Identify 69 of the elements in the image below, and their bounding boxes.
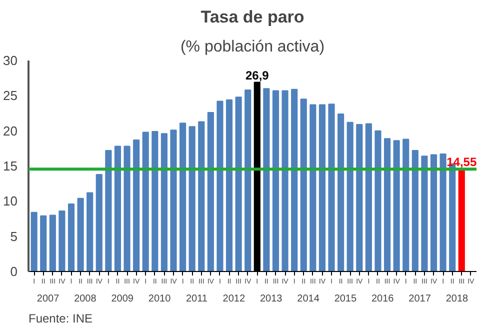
- text: 2012: [222, 294, 246, 304]
- y-tick-label: 30: [3, 53, 18, 68]
- y-tick-label: 10: [3, 194, 18, 209]
- data-label: 14,55: [446, 155, 477, 170]
- bar: [430, 154, 438, 272]
- source-note: Fuente: INE: [28, 312, 93, 326]
- bar: [114, 146, 122, 272]
- bar: [338, 113, 344, 272]
- bar: [384, 138, 391, 272]
- bar: [49, 214, 56, 272]
- chart-subtitle: (% población activa): [180, 38, 325, 56]
- bar: [310, 104, 316, 272]
- bar: [188, 126, 196, 272]
- bar: [86, 192, 94, 272]
- bar: [356, 124, 363, 272]
- bar: [346, 122, 354, 272]
- text: 2010: [148, 294, 172, 304]
- text: 2017: [408, 294, 432, 304]
- bar: [68, 203, 75, 272]
- y-tick-label: 15: [3, 158, 18, 174]
- bar: [374, 130, 382, 272]
- bar: [160, 133, 168, 272]
- y-tick-label: 5: [10, 228, 18, 244]
- text: 2015: [334, 294, 358, 304]
- bar: [244, 90, 252, 272]
- text: 2018: [446, 294, 469, 304]
- bar: [96, 174, 102, 272]
- bar: [282, 90, 288, 272]
- bar: [458, 168, 465, 272]
- bar: [402, 138, 410, 272]
- chart-title: Tasa de paro: [200, 8, 304, 26]
- bar: [263, 88, 270, 272]
- bar: [180, 122, 186, 272]
- bar: [291, 88, 298, 272]
- bar: [77, 198, 84, 272]
- bar: [235, 96, 242, 272]
- bar: [152, 131, 158, 272]
- bar: [318, 104, 326, 272]
- bar: [272, 90, 280, 272]
- y-tick-label: 0: [10, 264, 18, 279]
- bar: [30, 212, 38, 272]
- bar: [440, 154, 446, 272]
- text: 2014: [297, 294, 320, 304]
- text: 2009: [111, 294, 134, 304]
- text: 2016: [372, 294, 394, 304]
- text: 2008: [74, 294, 97, 304]
- bar: [198, 121, 205, 272]
- text: 2013: [260, 294, 283, 304]
- bar: [170, 130, 177, 272]
- bar: [40, 215, 47, 272]
- bar: [142, 132, 149, 272]
- bar: [105, 150, 112, 272]
- bar: [207, 112, 214, 272]
- bar: [393, 140, 400, 272]
- bar: [365, 123, 372, 272]
- bar: [300, 98, 307, 272]
- bar: [58, 210, 66, 272]
- text: 2011: [186, 294, 208, 304]
- bar: [412, 150, 418, 272]
- text: 2007: [36, 294, 60, 304]
- bar: [133, 139, 140, 272]
- y-tick-label: 25: [3, 88, 18, 104]
- data-label: 26,9: [245, 68, 270, 82]
- bar: [226, 99, 233, 272]
- bar: [421, 156, 428, 272]
- bar: [216, 100, 224, 272]
- y-tick-label: 20: [3, 123, 18, 138]
- bar: [328, 104, 335, 272]
- bar: [124, 146, 130, 272]
